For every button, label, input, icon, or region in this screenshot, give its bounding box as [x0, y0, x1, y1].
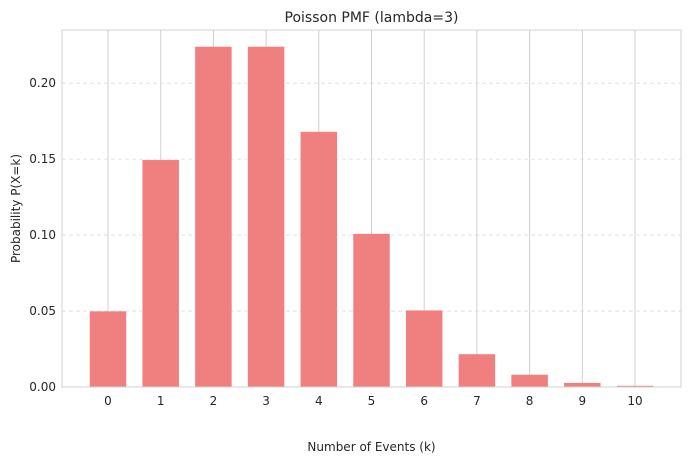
y-tick-label: 0.00 [29, 380, 56, 394]
x-tick-label: 3 [262, 394, 270, 408]
x-axis-label: Number of Events (k) [307, 440, 435, 454]
bar-k-3 [247, 46, 285, 388]
bars-layer [89, 46, 654, 388]
x-tick-label: 1 [157, 394, 165, 408]
y-tick-label: 0.20 [29, 76, 56, 90]
bar-k-0 [89, 311, 127, 387]
bar-k-6 [405, 310, 443, 387]
bar-k-2 [195, 46, 232, 388]
y-axis-label: Probability P(X=k) [9, 154, 23, 263]
bar-k-5 [353, 233, 390, 387]
x-tick-labels: 0 1 2 3 4 5 6 7 8 9 10 [104, 394, 642, 408]
x-tick-label: 10 [627, 394, 642, 408]
chart-title: Poisson PMF (lambda=3) [285, 10, 459, 26]
y-tick-label: 0.15 [29, 152, 56, 166]
x-tick-label: 8 [526, 394, 534, 408]
x-tick-label: 0 [104, 394, 112, 408]
x-tick-label: 6 [420, 394, 428, 408]
y-tick-label: 0.05 [29, 304, 56, 318]
x-tick-label: 5 [368, 394, 376, 408]
bar-k-8 [511, 374, 548, 387]
bar-k-1 [142, 160, 179, 387]
bar-k-10 [616, 385, 654, 387]
x-tick-label: 9 [578, 394, 586, 408]
x-tick-label: 4 [315, 394, 323, 408]
x-tick-label: 2 [210, 394, 218, 408]
x-tick-label: 7 [473, 394, 481, 408]
bar-k-9 [564, 382, 601, 387]
plot-frame [61, 29, 682, 388]
bar-k-4 [300, 131, 338, 387]
y-tick-labels: 0.00 0.05 0.10 0.15 0.20 [29, 76, 56, 394]
bar-k-7 [458, 354, 496, 387]
y-tick-label: 0.10 [29, 228, 56, 242]
